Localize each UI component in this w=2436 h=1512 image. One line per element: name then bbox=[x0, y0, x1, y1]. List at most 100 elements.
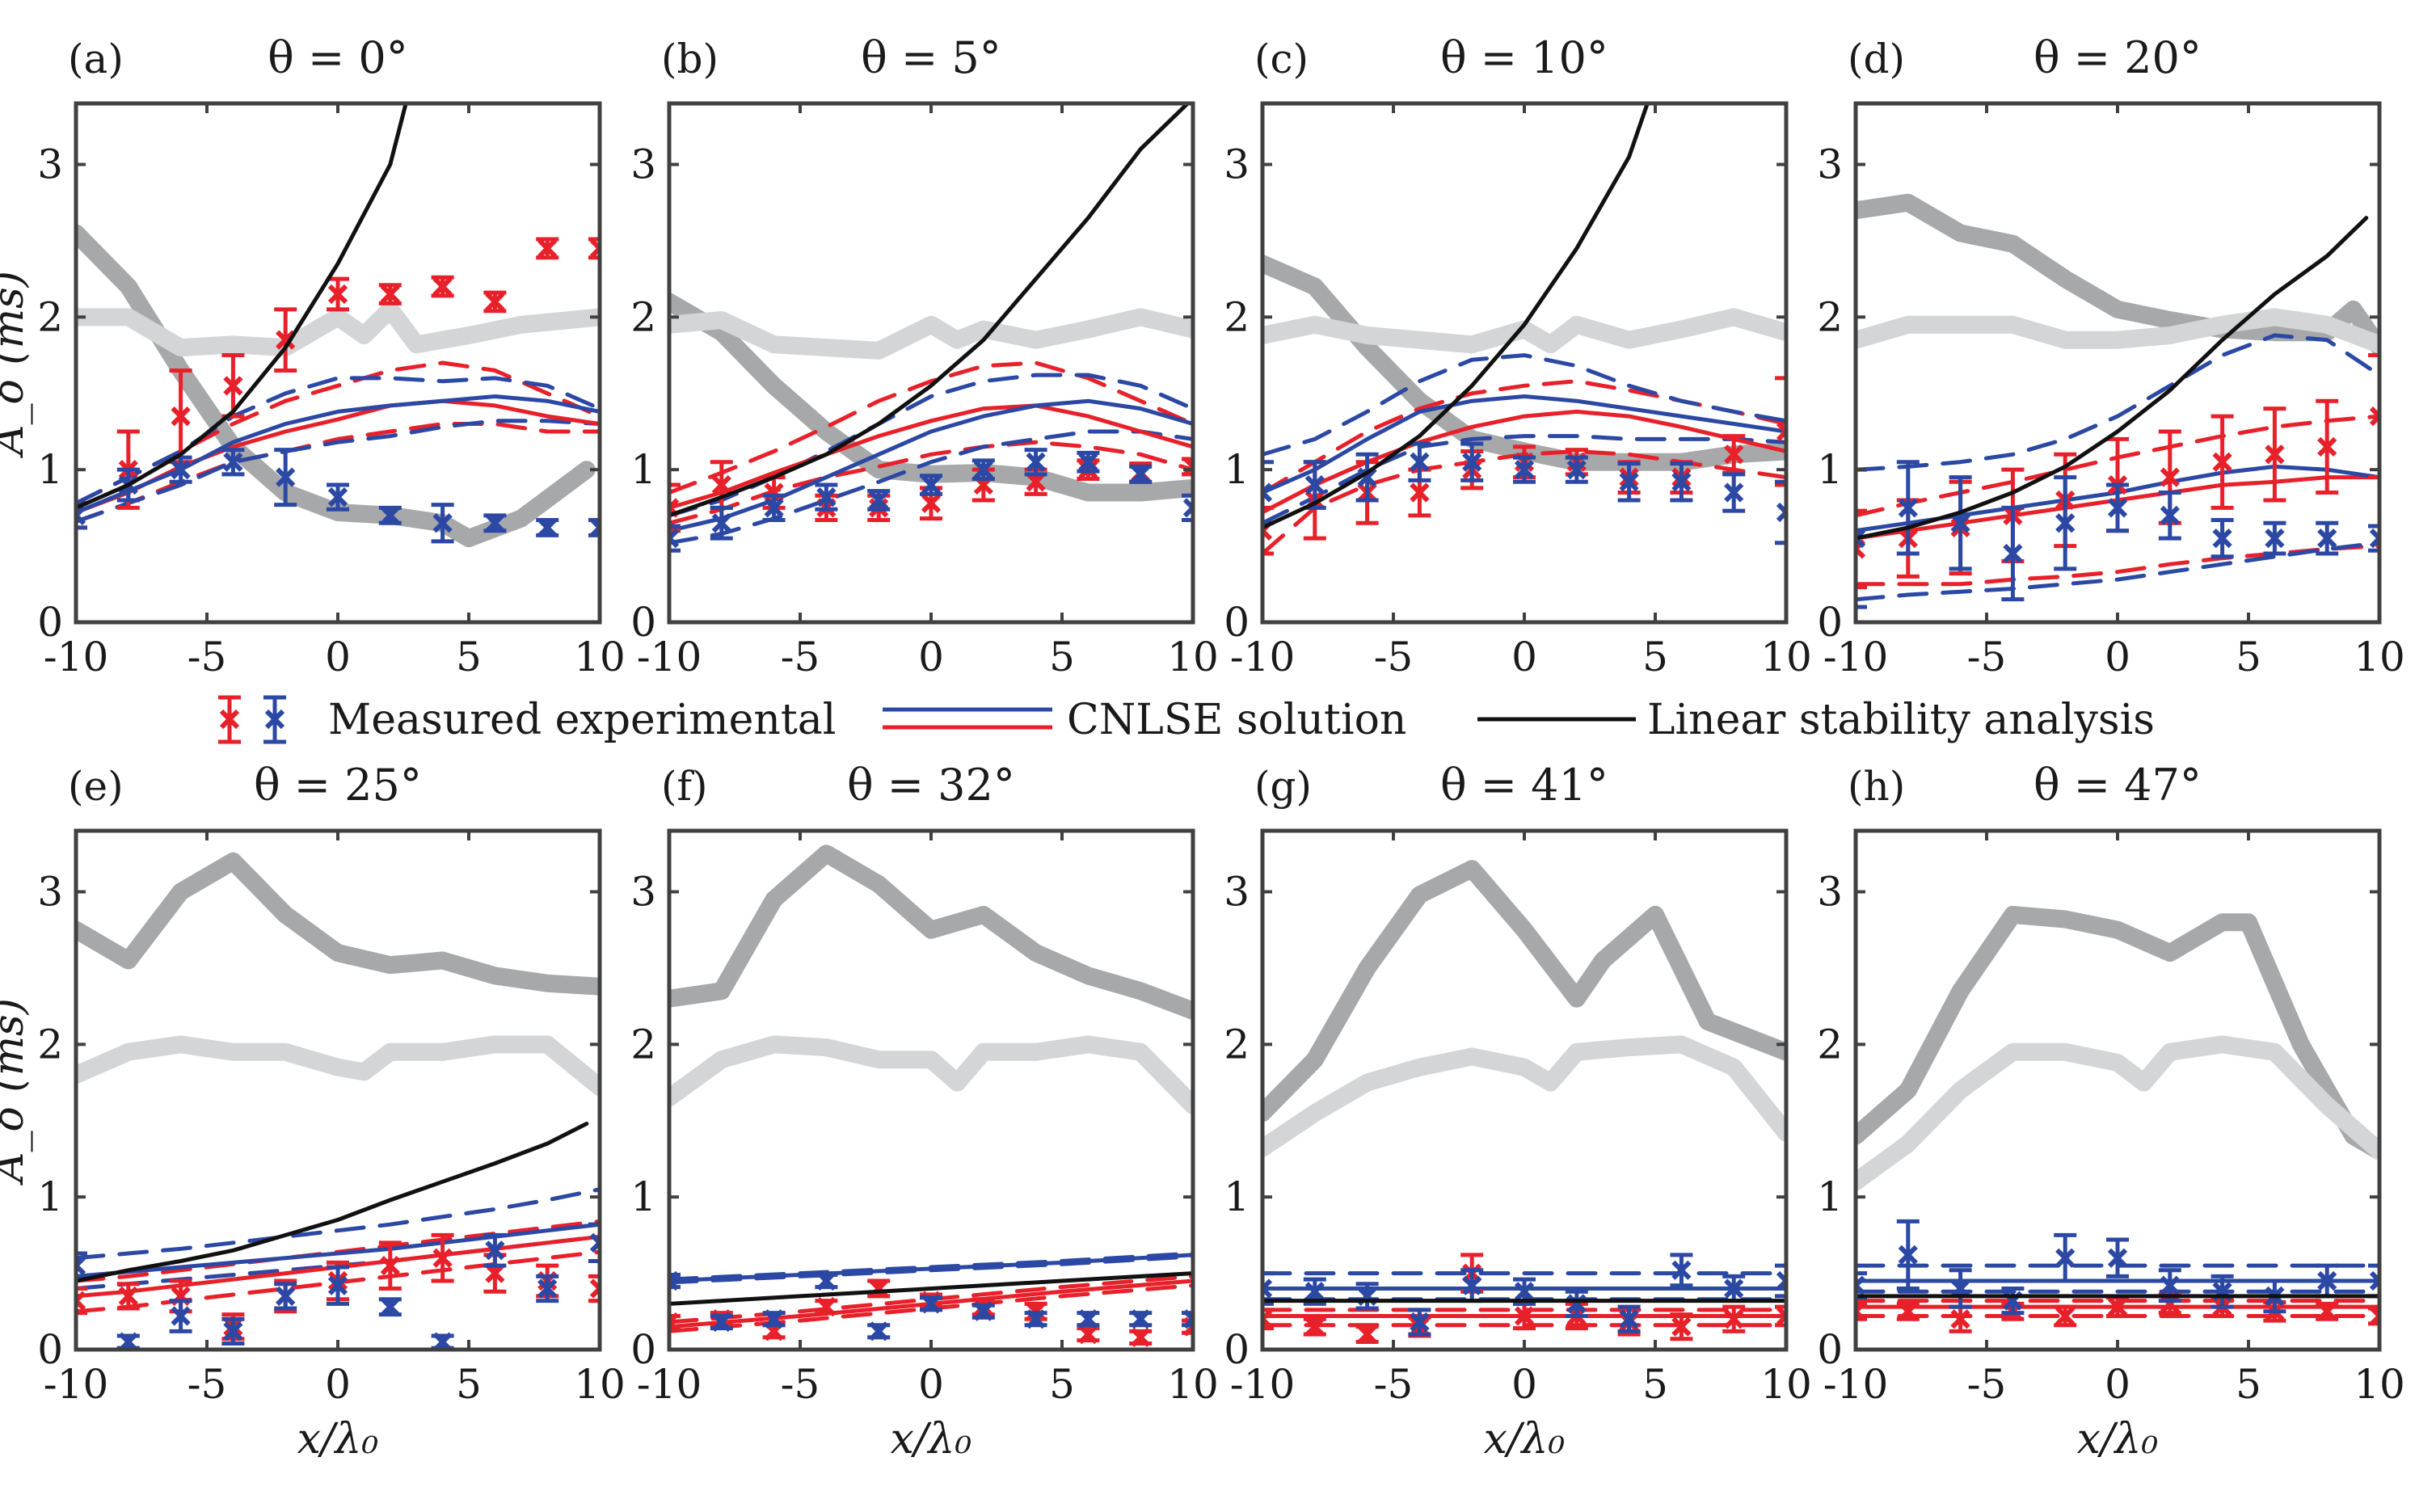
x-axis-label: x/λ₀ bbox=[891, 1415, 972, 1464]
blue-exp-point bbox=[483, 1232, 507, 1268]
red-exp-marker-b bbox=[816, 1297, 837, 1317]
blue-exp-marker-a bbox=[76, 512, 86, 525]
blue-exp-point bbox=[867, 489, 891, 512]
blue-exp-marker-a bbox=[589, 1232, 600, 1247]
red-exp-marker-b bbox=[2107, 1297, 2128, 1317]
panel-label: (f) bbox=[661, 763, 708, 810]
red-exp-marker-b bbox=[2265, 444, 2285, 465]
blue-exp-point bbox=[1262, 1271, 1274, 1306]
red-exp-marker-a bbox=[1262, 1315, 1273, 1329]
y-tick-label: 3 bbox=[630, 869, 656, 916]
legend-cnlse-label: CNLSE solution bbox=[1067, 696, 1406, 744]
blue-exp-marker-b bbox=[1619, 1309, 1639, 1329]
red-exp-point bbox=[76, 1286, 87, 1316]
red-exp-marker-a bbox=[669, 1318, 680, 1333]
linear-stability-line bbox=[1262, 103, 1650, 530]
blue-exp-point bbox=[815, 1270, 838, 1291]
blue-exp-point bbox=[1129, 1309, 1153, 1329]
blue-exp-point bbox=[378, 1297, 402, 1317]
blue-exp-point bbox=[1670, 1253, 1693, 1288]
blue-exp-point bbox=[2054, 475, 2077, 571]
gray-dark-line bbox=[76, 852, 600, 996]
x-tick-label: -5 bbox=[1967, 1361, 2007, 1408]
red-exp-point bbox=[588, 1274, 600, 1304]
x-tick-label: -5 bbox=[781, 634, 820, 680]
x-axis-label: x/λ₀ bbox=[1484, 1415, 1566, 1464]
red-exp-marker-b bbox=[171, 406, 191, 427]
linear-stability-line bbox=[669, 103, 1190, 518]
blue-exp-marker-a bbox=[1856, 534, 1866, 549]
blue-exp-marker-b bbox=[589, 524, 600, 538]
panel-3: -10 -5 0 5 10 0 1 2 3 (c) θ = 10° bbox=[1224, 32, 1812, 680]
gray-light-line bbox=[1856, 1035, 2379, 1191]
blue-exp-point bbox=[1949, 475, 1972, 571]
blue-exp-marker-a bbox=[1776, 502, 1786, 516]
blue-exp-marker-b bbox=[485, 1240, 505, 1261]
plot-area bbox=[1856, 193, 2379, 609]
panel-5: -10 -5 0 5 10 0 1 2 3 (e) θ = 25° Â_δ (ms) x/λ₀ bbox=[0, 760, 626, 1464]
x-axis-label: x/λ₀ bbox=[297, 1415, 379, 1464]
blue-exp-marker-b bbox=[1131, 1309, 1151, 1329]
blue-exp-marker-b bbox=[2369, 1277, 2379, 1291]
panel-title: θ = 25° bbox=[254, 760, 422, 811]
blue-cnlse-lower bbox=[76, 419, 600, 524]
red-exp-point bbox=[588, 237, 600, 260]
red-exp-marker-b bbox=[380, 1256, 400, 1276]
blue-cnlse-lower bbox=[1856, 541, 2379, 602]
blue-exp-point bbox=[1775, 1263, 1786, 1299]
blue-exp-point bbox=[1513, 455, 1536, 484]
y-tick-label: 1 bbox=[37, 446, 63, 493]
red-exp-point bbox=[1262, 1308, 1274, 1331]
blue-exp-marker-b bbox=[1566, 460, 1587, 480]
blue-exp-point bbox=[1129, 464, 1153, 484]
x-tick-label: 0 bbox=[1511, 1361, 1537, 1408]
blue-exp-marker-b bbox=[869, 1321, 889, 1341]
red-exp-point bbox=[1722, 1304, 1746, 1333]
x-tick-label: -5 bbox=[188, 1361, 227, 1408]
blue-exp-marker-b bbox=[1462, 452, 1482, 472]
y-tick-label: 2 bbox=[37, 1021, 63, 1068]
blue-exp-marker-b bbox=[2160, 1275, 2180, 1295]
red-exp-marker-b bbox=[1950, 1309, 1970, 1329]
blue-exp-marker-a bbox=[1262, 1285, 1273, 1299]
red-exp-marker-b bbox=[2369, 1312, 2379, 1326]
red-exp-marker-b bbox=[1410, 482, 1430, 503]
y-tick-label: 2 bbox=[630, 293, 656, 340]
blue-exp-point bbox=[1896, 460, 1920, 556]
red-exp-marker-a bbox=[1856, 545, 1866, 559]
blue-exp-marker-b bbox=[669, 529, 680, 542]
x-axis-label: x/λ₀ bbox=[2077, 1415, 2159, 1464]
blue-exp-marker-b bbox=[171, 460, 191, 480]
blue-exp-marker-b bbox=[921, 1294, 942, 1314]
red-exp-marker-b bbox=[485, 292, 505, 312]
red-exp-point bbox=[2368, 353, 2379, 480]
x-tick-label: 5 bbox=[2236, 634, 2261, 680]
red-exp-marker-a bbox=[1262, 527, 1273, 541]
blue-exp-point bbox=[669, 524, 681, 553]
blue-exp-marker-b bbox=[1078, 1309, 1098, 1329]
red-exp-marker-a bbox=[2369, 406, 2379, 420]
blue-exp-point bbox=[169, 1299, 192, 1333]
red-exp-marker-b bbox=[1856, 1301, 1866, 1316]
y-axis-label: Â_δ (ms) bbox=[0, 271, 33, 458]
red-exp-marker-b bbox=[711, 474, 731, 495]
y-tick-label: 2 bbox=[1817, 293, 1843, 340]
blue-exp-point bbox=[221, 448, 245, 477]
red-exp-point bbox=[378, 1240, 402, 1291]
red-exp-point bbox=[431, 275, 454, 298]
red-exp-marker-b bbox=[537, 238, 558, 259]
gray-light-line bbox=[669, 308, 1193, 360]
x-tick-label: 5 bbox=[1049, 634, 1075, 680]
blue-exp-point bbox=[536, 517, 559, 538]
blue-exp-point bbox=[169, 455, 192, 484]
x-tick-label: -10 bbox=[637, 634, 702, 680]
blue-exp-marker-b bbox=[76, 505, 86, 520]
red-exp-marker-a bbox=[2369, 1306, 2379, 1320]
panel-title: θ = 41° bbox=[1440, 760, 1608, 811]
panel-8: -10 -5 0 5 10 0 1 2 3 (h) θ = 47° x/λ₀ bbox=[1817, 760, 2405, 1464]
red-exp-marker-b bbox=[327, 284, 348, 305]
red-exp-point bbox=[815, 1297, 838, 1317]
plot-area bbox=[76, 103, 600, 548]
blue-exp-marker-b bbox=[1462, 1275, 1482, 1295]
